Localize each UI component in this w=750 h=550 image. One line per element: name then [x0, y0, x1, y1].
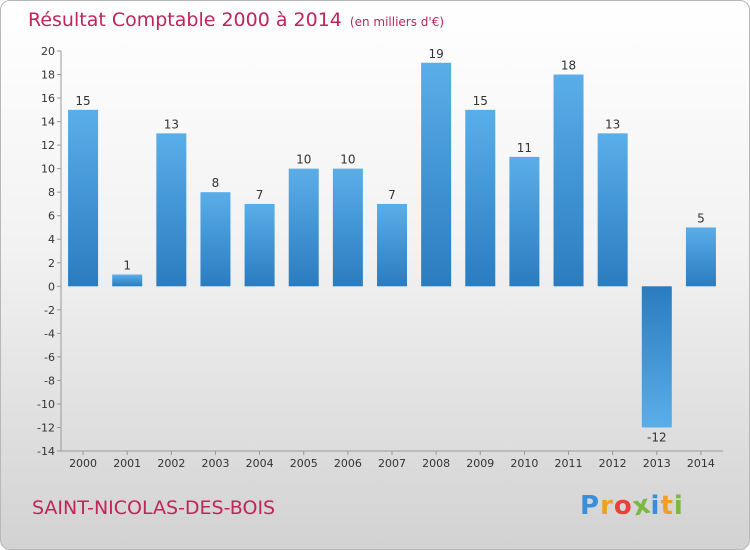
x-tick-label: 2008	[422, 457, 450, 470]
value-label-2005: 10	[296, 153, 311, 167]
bar-2009	[465, 109, 496, 287]
value-label-2006: 10	[340, 153, 355, 167]
y-tick-label: 14	[41, 116, 55, 129]
logo-letter: i	[673, 491, 684, 521]
x-tick-label: 2000	[69, 457, 97, 470]
x-tick-label: 2011	[555, 457, 583, 470]
x-tick-label: 2003	[201, 457, 229, 470]
x-tick-label: 2009	[466, 457, 494, 470]
y-tick-label: -6	[44, 351, 55, 364]
city-name: SAINT-NICOLAS-DES-BOIS	[32, 497, 276, 519]
x-tick-label: 2002	[157, 457, 185, 470]
y-tick-label: 18	[41, 69, 55, 82]
bar-2005	[288, 168, 319, 287]
bar-2007	[377, 203, 407, 287]
y-tick-label: 2	[48, 257, 55, 270]
value-label-2012: 13	[605, 117, 620, 131]
logo-letter: r	[600, 491, 614, 521]
logo-letter: P	[580, 491, 601, 521]
y-tick-label: -8	[44, 374, 55, 387]
chart-title-unit: (en milliers d'€)	[349, 15, 445, 29]
value-label-2008: 19	[428, 47, 443, 61]
x-tick-label: 2005	[290, 457, 318, 470]
value-label-2011: 18	[561, 59, 576, 73]
value-label-2009: 15	[473, 94, 488, 108]
x-tick-label: 2014	[687, 457, 715, 470]
logo-letter: i	[650, 491, 661, 521]
y-tick-label: 16	[41, 92, 55, 105]
logo-letter: o	[613, 491, 633, 521]
bar-2003	[200, 192, 231, 287]
y-tick-label: 6	[48, 210, 55, 223]
logo-letter: t	[660, 491, 674, 521]
value-label-2010: 11	[517, 141, 532, 155]
proxiti-logo: Proxiti	[580, 489, 684, 522]
value-label-2003: 8	[212, 176, 220, 190]
bar-2002	[156, 133, 187, 287]
x-tick-label: 2010	[510, 457, 538, 470]
bar-2008	[421, 62, 452, 287]
value-label-2007: 7	[388, 188, 396, 202]
value-label-2013: -12	[647, 430, 667, 444]
y-tick-label: -10	[37, 398, 55, 411]
y-tick-label: 10	[41, 163, 55, 176]
value-label-2004: 7	[256, 188, 264, 202]
y-tick-label: -2	[44, 304, 55, 317]
bar-2012	[597, 133, 628, 287]
y-tick-label: 12	[41, 139, 55, 152]
bar-2010	[509, 156, 540, 287]
bar-2001	[112, 274, 143, 287]
x-tick-label: 2004	[246, 457, 274, 470]
bar-2013	[641, 286, 672, 428]
chart-title: Résultat Comptable 2000 à 2014 (en millie…	[28, 9, 444, 31]
y-tick-label: -14	[37, 445, 55, 458]
x-tick-label: 2012	[599, 457, 627, 470]
y-tick-label: 0	[48, 280, 55, 293]
value-label-2001: 1	[123, 259, 131, 273]
value-label-2002: 13	[164, 117, 179, 131]
bar-2006	[332, 168, 363, 287]
value-label-2000: 15	[75, 94, 90, 108]
x-tick-label: 2007	[378, 457, 406, 470]
bar-2000	[68, 109, 99, 287]
bar-2014	[685, 227, 716, 287]
y-tick-label: 20	[41, 45, 55, 58]
x-tick-label: 2006	[334, 457, 362, 470]
x-tick-label: 2001	[113, 457, 141, 470]
value-label-2014: 5	[697, 211, 705, 225]
y-tick-label: 4	[48, 233, 55, 246]
x-tick-label: 2013	[643, 457, 671, 470]
y-tick-label: -4	[44, 327, 55, 340]
y-tick-label: -12	[37, 421, 55, 434]
y-tick-label: 8	[48, 186, 55, 199]
bar-2011	[553, 74, 584, 287]
bar-2004	[244, 203, 275, 287]
chart-title-main: Résultat Comptable 2000 à 2014	[28, 9, 342, 31]
